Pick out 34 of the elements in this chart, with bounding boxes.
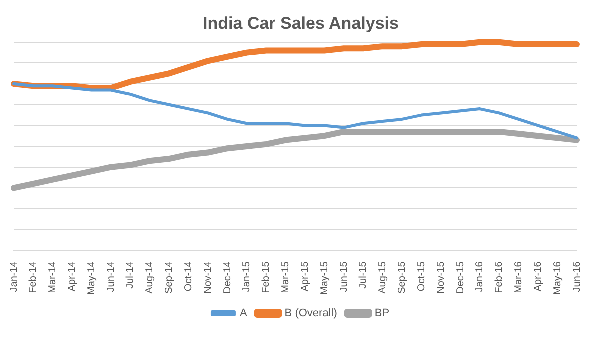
x-tick-label: Aug-14 [144,261,156,294]
chart-title: India Car Sales Analysis [203,14,399,33]
x-tick-label: May-15 [319,261,330,296]
x-tick-label: Jun-15 [338,261,350,292]
legend-label: B (Overall) [284,308,338,320]
x-tick-label: Jan-16 [474,261,486,292]
x-tick-label: Jul-15 [358,261,370,289]
x-tick-label: Mar-16 [514,261,525,294]
x-tick-label: Jan-14 [8,261,20,292]
legend-label: BP [374,308,390,320]
x-tick-label: Oct-14 [183,261,194,292]
x-tick-label: Sep-15 [397,261,408,294]
x-tick-label: Dec-14 [222,261,234,294]
x-tick-label: Sep-14 [164,261,176,294]
x-tick-label: Feb-15 [261,261,272,294]
x-tick-label: Feb-16 [494,261,506,294]
x-tick-label: Jul-14 [125,261,136,289]
x-tick-label: Aug-15 [378,261,389,294]
legend-label: A [240,308,248,320]
x-tick-label: Jan-15 [242,261,253,292]
x-tick-label: Apr-16 [532,261,544,292]
x-tick-label: Nov-15 [436,261,447,294]
x-tick-label: Nov-14 [202,261,214,294]
x-tick-label: May-16 [552,261,564,296]
x-tick-label: Jun-16 [572,261,583,292]
x-tick-label: May-14 [86,261,98,296]
x-tick-label: Oct-15 [416,261,428,292]
x-tick-label: Jun-14 [106,261,117,292]
x-tick-label: Apr-15 [300,261,311,292]
x-tick-label: Mar-14 [48,261,59,294]
x-tick-label: Dec-15 [455,261,466,294]
x-tick-label: Mar-15 [280,261,292,294]
x-tick-label: Feb-14 [28,261,40,294]
x-tick-label: Apr-14 [66,261,78,292]
